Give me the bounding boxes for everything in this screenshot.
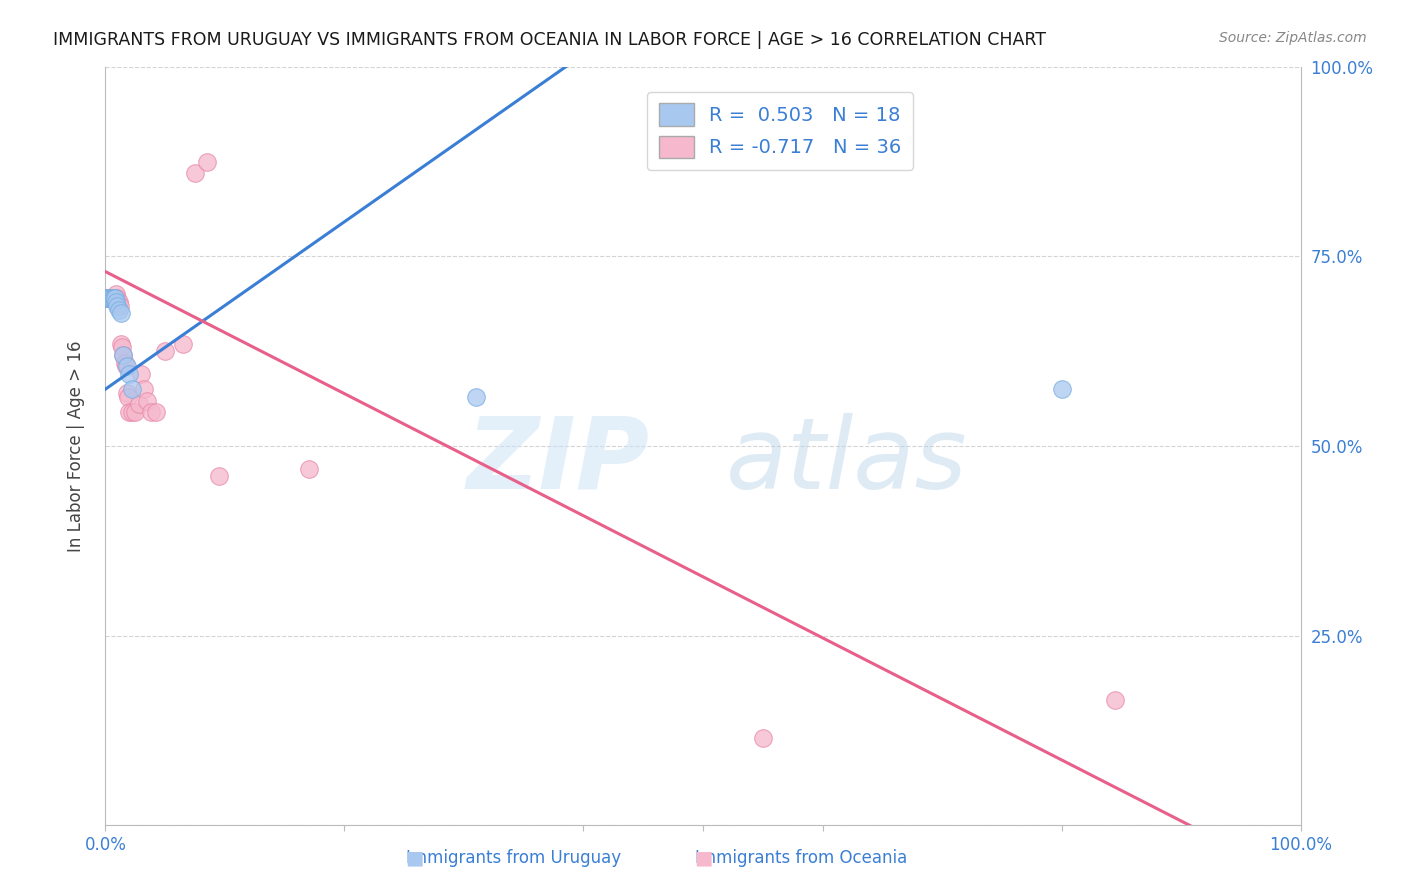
Point [97,291,120,305]
Point [139,405,162,419]
Point [1104,693,1126,707]
Point [110,306,132,320]
Point [121,382,143,396]
Point [98,291,121,305]
Point [114,356,136,370]
Point [96,291,118,305]
Point [115,386,138,401]
Point [107,291,129,305]
Point [104,291,127,305]
Point [136,393,159,408]
Point [100,291,122,305]
Point [111,340,134,354]
Point [751,731,773,745]
Point [97,291,120,305]
Point [117,390,139,404]
Point [96,291,118,305]
Point [110,336,132,351]
Point [128,397,150,411]
Point [145,405,167,419]
Point [103,291,125,305]
Point [101,291,124,305]
Text: Source: ZipAtlas.com: Source: ZipAtlas.com [1219,31,1367,45]
Point [464,390,488,404]
Point [108,299,131,313]
Point [105,294,128,310]
Point [208,469,231,483]
Point [195,154,218,169]
Point [132,382,155,396]
Point [98,291,121,305]
Text: ZIP: ZIP [467,413,650,509]
Text: Immigrants from Uruguay: Immigrants from Uruguay [405,849,621,867]
Text: ■: ■ [405,848,425,867]
Y-axis label: In Labor Force | Age > 16: In Labor Force | Age > 16 [66,340,84,552]
Point [298,462,321,476]
Text: IMMIGRANTS FROM URUGUAY VS IMMIGRANTS FROM OCEANIA IN LABOR FORCE | AGE > 16 COR: IMMIGRANTS FROM URUGUAY VS IMMIGRANTS FR… [53,31,1046,49]
Point [104,291,127,305]
Point [114,359,136,374]
Point [115,359,138,374]
Point [121,405,143,419]
Point [184,166,207,180]
Text: ■: ■ [693,848,713,867]
Point [129,367,153,381]
Point [112,348,135,362]
Point [172,336,194,351]
Point [107,294,129,310]
Point [118,367,141,381]
Point [105,287,128,301]
Text: atlas: atlas [725,413,967,509]
Point [98,291,121,305]
Point [101,291,124,305]
Point [118,405,141,419]
Point [112,348,135,362]
Point [153,344,177,359]
Point [98,291,121,305]
Point [124,405,146,419]
Point [1050,382,1073,396]
Legend: R =  0.503   N = 18, R = -0.717   N = 36: R = 0.503 N = 18, R = -0.717 N = 36 [647,92,912,169]
Point [107,302,129,317]
Point [107,299,129,313]
Text: Immigrants from Oceania: Immigrants from Oceania [696,849,907,867]
Point [103,291,125,305]
Point [100,291,122,305]
